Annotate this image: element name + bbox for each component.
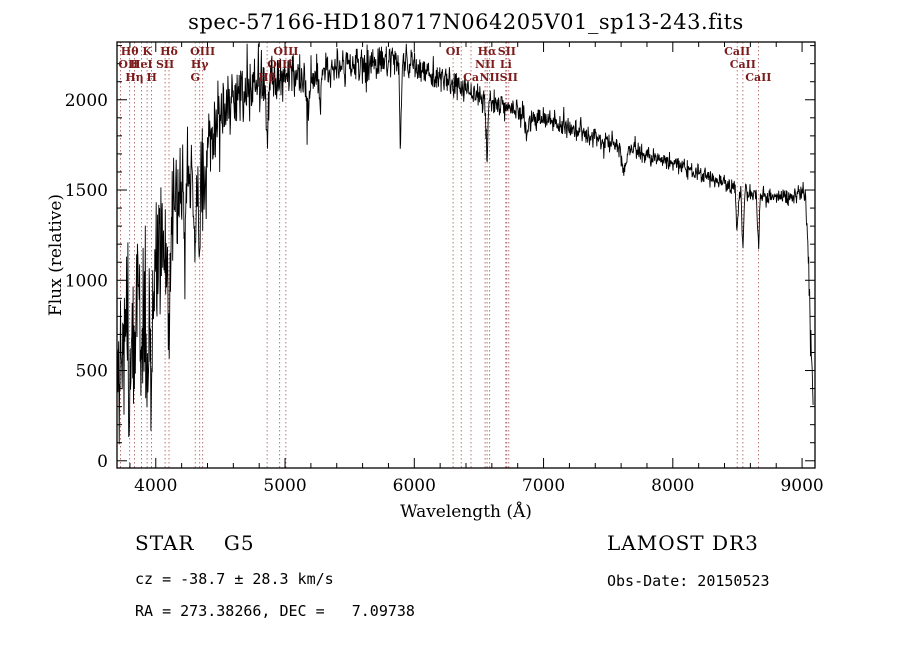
obs-date-label: Obs-Date: 20150523: [607, 572, 770, 590]
spectral-line-label: OIII: [190, 45, 215, 58]
spectral-line-label: Li: [500, 58, 512, 71]
x-tick-label: 4000: [134, 476, 177, 496]
x-axis-title: Wavelength (Å): [400, 502, 532, 522]
x-tick-label: 6000: [393, 476, 436, 496]
plot-title: spec-57166-HD180717N064205V01_sp13-243.f…: [188, 10, 744, 34]
spectral-line-label: NII: [475, 58, 495, 71]
spectral-line-label: SII: [156, 58, 174, 71]
spectral-line-label: OI: [446, 45, 461, 58]
spectral-line-label: CaII: [745, 71, 771, 84]
y-tick-label: 500: [76, 362, 108, 382]
spectral-line-label: H: [146, 71, 156, 84]
spectral-line-label: Hγ: [191, 58, 209, 71]
spectral-line-label: Hθ: [121, 45, 139, 58]
spectral-line-label: SII: [498, 45, 516, 58]
y-tick-label: 2000: [65, 91, 108, 111]
x-tick-label: 7000: [522, 476, 565, 496]
y-tick-label: 0: [97, 452, 108, 472]
y-tick-label: 1500: [65, 181, 108, 201]
spectral-line-label: OIII: [273, 45, 298, 58]
x-tick-label: 8000: [651, 476, 694, 496]
y-axis-title: Flux (relative): [46, 193, 66, 317]
survey-label: LAMOST DR3: [607, 531, 759, 555]
coordinates-label: RA = 273.38266, DEC = 7.09738: [135, 602, 415, 620]
spectral-line-markers: [120, 42, 759, 468]
x-tick-label: 5000: [263, 476, 306, 496]
classification-label: STAR G5: [135, 531, 255, 555]
spectral-line-label: CaII: [724, 45, 750, 58]
x-tick-label: 9000: [780, 476, 823, 496]
y-tick-label: 1000: [65, 271, 108, 291]
spectral-line-label: CaII: [730, 58, 756, 71]
spectral-line-label: G: [190, 71, 199, 84]
spectrum-trace: [116, 43, 814, 445]
spectral-line-label: OII: [118, 58, 138, 71]
spectral-line-label: NII: [479, 71, 499, 84]
spectral-line-label: HeI: [130, 58, 153, 71]
spectral-line-label: Hδ: [160, 45, 178, 58]
spectral-line-label: Hβ: [258, 71, 276, 84]
spectral-line-label: Ca: [463, 71, 479, 84]
spectral-line-label: Hη: [125, 71, 143, 84]
redshift-label: cz = -38.7 ± 28.3 km/s: [135, 570, 334, 588]
spectral-line-label: Hα: [478, 45, 497, 58]
spectral-line-label: OIII: [267, 58, 292, 71]
axis-ticks: [117, 42, 815, 468]
spectral-line-label: SII: [500, 71, 518, 84]
spectral-line-label: K: [142, 45, 152, 58]
